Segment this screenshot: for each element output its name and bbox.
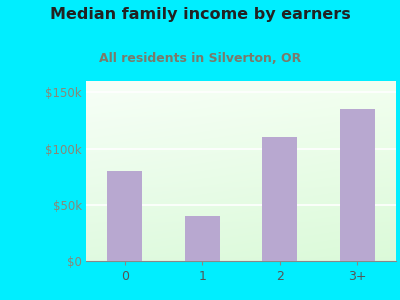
Bar <box>185 216 220 261</box>
Text: All residents in Silverton, OR: All residents in Silverton, OR <box>99 52 301 65</box>
Bar <box>262 137 297 261</box>
Text: Median family income by earners: Median family income by earners <box>50 8 350 22</box>
Bar <box>107 171 142 261</box>
Bar <box>340 109 375 261</box>
